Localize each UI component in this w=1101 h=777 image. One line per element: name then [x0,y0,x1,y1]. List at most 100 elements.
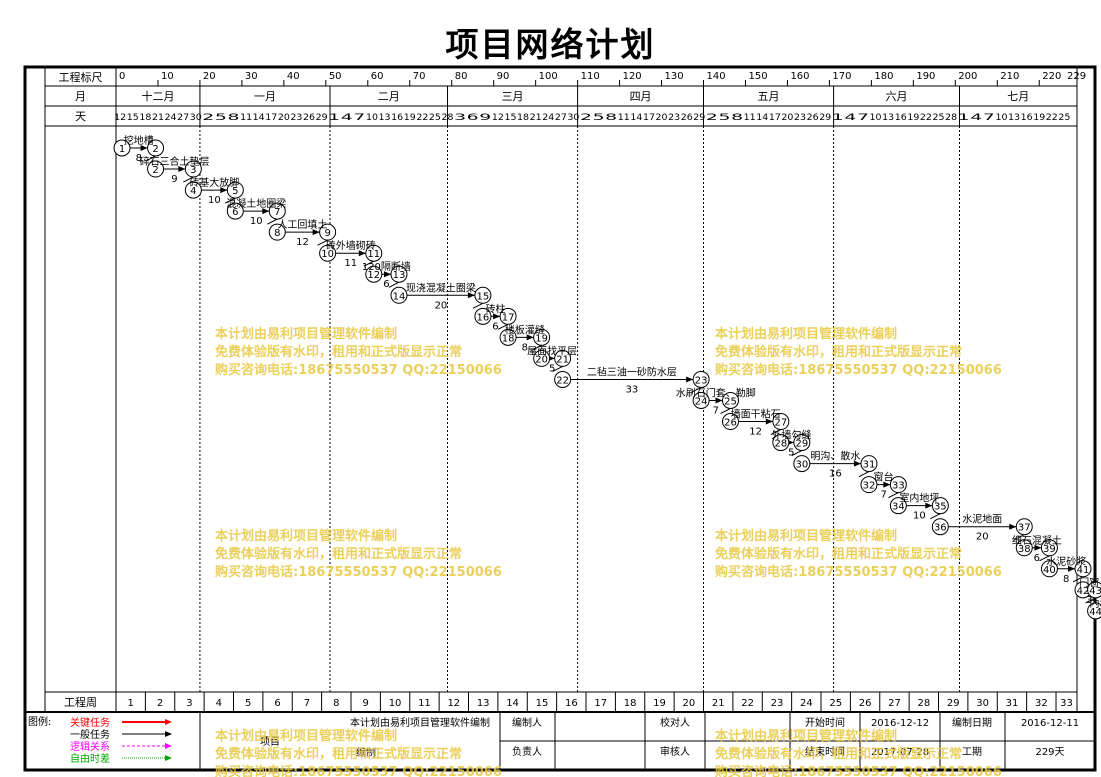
task-duration: 11 [344,258,357,269]
task-duration: 3 [1086,595,1092,606]
week-number: 14 [506,698,519,709]
week-number: 13 [477,698,490,709]
task-name: 门窗 [1079,576,1099,589]
week-number: 1 [128,698,134,709]
task-duration: 6 [1034,553,1040,564]
day-number: 19 [1033,113,1045,123]
day-number: 4 [341,113,354,123]
day-number: 29 [693,113,705,123]
node-start-number: 44 [1089,607,1101,618]
ruler-label: 工程标尺 [59,70,103,84]
day-number: 1 [958,113,970,123]
week-label: 工程周 [64,696,97,709]
logic-link [317,239,328,246]
node-end-number: 27 [774,418,787,429]
node-end-number: 5 [232,186,238,197]
node-start-number: 42 [1077,586,1090,597]
node-start-number: 26 [724,418,737,429]
week-number: 6 [274,698,280,709]
node-end-number: 41 [1077,565,1090,576]
ruler-tick-label: 10 [161,71,174,82]
day-number: 24 [165,113,177,123]
month-name: 二月 [378,90,400,103]
node-end [319,223,337,241]
day-number: 26 [303,113,315,123]
node-end-number: 3 [190,165,196,176]
task-duration: 7 [713,405,719,416]
day-number: 20 [656,113,668,123]
day-number: 30 [190,113,202,123]
week-number: 2 [157,698,163,709]
node-end-number: 7 [274,207,280,218]
ruler-tick-label: 229 [1067,71,1086,82]
week-number: 4 [216,698,222,709]
watermark-line3: 购买咨询电话:18675550537 QQ:22150066 [215,362,502,378]
day-number: 30 [567,113,579,123]
day-number: 18 [517,113,529,123]
logic-link [1039,555,1050,562]
day-number: 19 [404,113,416,123]
month-name: 六月 [886,90,908,103]
week-number: 5 [245,698,251,709]
node-end-number: 9 [324,228,330,239]
ruler-tick-label: 40 [287,71,300,82]
logic-link [225,197,236,204]
day-number: 22 [1046,113,1058,123]
task-name: 砖柱 [485,302,505,315]
day-number: 11 [744,113,756,123]
logic-link [183,176,194,183]
ruler-tick-label: 220 [1042,71,1061,82]
ruler-tick-label: 200 [958,71,977,82]
day-number: 5 [718,113,730,123]
node-start-number: 16 [477,312,490,323]
week-number: 7 [304,698,310,709]
logic-link [858,471,870,478]
ruler-tick-label: 170 [832,71,851,82]
watermark-line1: 本计划由易利项目管理软件编制 [215,728,397,744]
watermark-line1: 本计划由易利项目管理软件编制 [215,326,397,342]
node-start-number: 30 [795,460,808,471]
week-number: 19 [653,698,666,709]
node-start [1087,602,1101,620]
week-number: 24 [800,698,813,709]
ruler-tick-label: 140 [707,71,726,82]
ruler-tick-label: 20 [203,71,216,82]
node-end [1074,560,1092,578]
node-start-number: 24 [695,396,708,407]
day-number: 2 [202,113,214,123]
task-name: 砖基大放脚 [189,176,239,189]
arrow-head [526,334,534,341]
node-start-number: 2 [152,165,158,176]
week-number: 23 [771,698,784,709]
task-name: 屋面找平层 [527,344,577,357]
logic-link [888,492,899,499]
project-label: 项目 [260,736,280,748]
day-number: 8 [228,113,241,123]
week-number: 30 [976,698,989,709]
approver-label: 审核人 [660,745,690,758]
task-duration: 8 [1063,574,1069,585]
task-name: 混凝土地圈梁 [226,197,286,210]
watermark-line3: 购买咨询电话:18675550537 QQ:22150066 [715,764,1002,777]
node-end [721,391,739,409]
arrow-head [883,481,891,488]
arrow-head [178,166,186,173]
day-number: 16 [391,113,403,123]
week-number: 27 [888,698,901,709]
node-start [793,455,811,473]
week-number: 25 [829,698,842,709]
day-number: 16 [1021,113,1033,123]
week-number: 11 [418,698,431,709]
week-number: 29 [947,698,960,709]
task-duration: 6 [383,279,389,290]
reviewer-label: 校对人 [660,716,690,729]
legend-arrow-head [165,755,172,761]
day-number: 2 [580,113,592,123]
day-number: 13 [1008,113,1020,123]
ruler-tick-label: 150 [748,71,767,82]
arrow-head [493,313,501,320]
node-end [184,160,202,178]
month-name: 四月 [630,90,652,103]
node-end [499,307,517,325]
ruler-tick-label: 160 [790,71,809,82]
